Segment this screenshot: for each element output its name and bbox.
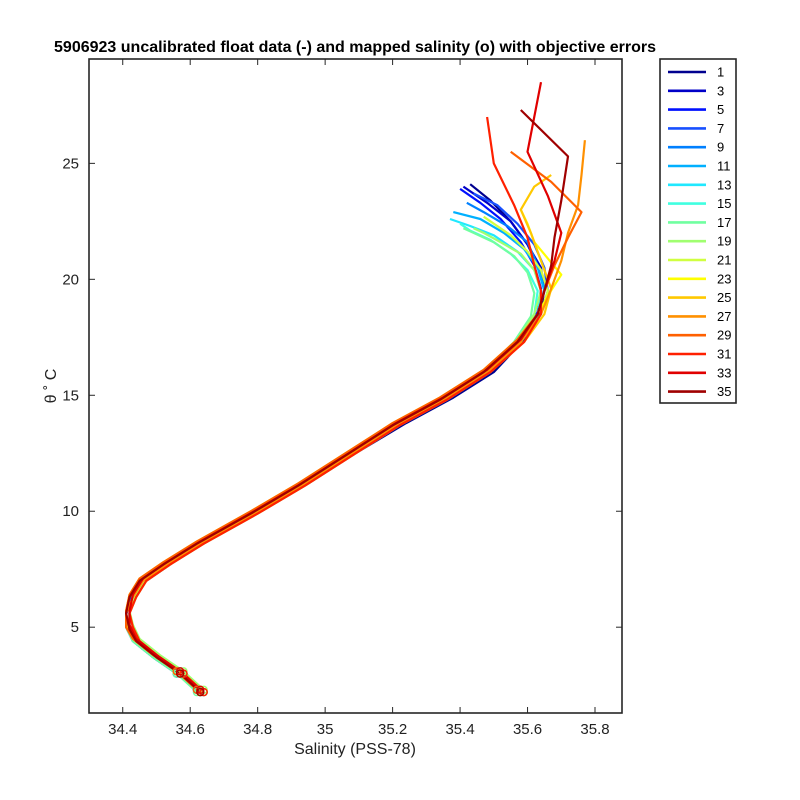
- legend-label-27: 27: [717, 309, 731, 324]
- marker-layer: [172, 667, 208, 697]
- x-tick-label: 35.4: [445, 721, 474, 738]
- x-tick-label: 34.6: [176, 721, 205, 738]
- legend-box: [659, 58, 737, 404]
- legend-label-21: 21: [717, 253, 731, 268]
- y-axis: 5 10 15 20 25: [62, 155, 622, 636]
- series-line-21: [128, 215, 549, 693]
- series-line-35: [124, 109, 570, 693]
- y-tick-label: 5: [71, 619, 79, 636]
- y-tick-label: 20: [62, 271, 79, 288]
- x-tick-label: 35.2: [378, 721, 407, 738]
- series-line-1: [124, 183, 546, 692]
- legend-label-25: 25: [717, 290, 731, 305]
- legend-label-11: 11: [717, 159, 731, 174]
- x-tick-label: 35: [317, 721, 334, 738]
- chart-title: 5906923 uncalibrated float data (-) and …: [54, 39, 656, 56]
- x-axis: 34.4 34.6 34.8 35 35.2 35.4 35.6 35.8: [108, 59, 610, 738]
- series-line-9: [128, 201, 546, 691]
- x-tick-label: 35.6: [513, 721, 542, 738]
- y-tick-label: 10: [62, 503, 79, 520]
- legend-label-5: 5: [717, 102, 724, 117]
- y-axis-label: θ ˚ C: [43, 369, 60, 404]
- series-line-13: [128, 217, 543, 693]
- legend-label-7: 7: [717, 121, 724, 136]
- legend-label-31: 31: [717, 347, 731, 362]
- series-line-29: [124, 150, 583, 691]
- series-line-7: [128, 192, 549, 693]
- series-line-23: [124, 209, 563, 691]
- legend-label-13: 13: [717, 177, 731, 192]
- series-layer: [124, 81, 586, 693]
- series-line-5: [124, 187, 543, 691]
- legend-label-3: 3: [717, 83, 724, 98]
- series-line-33: [128, 81, 563, 691]
- legend-label-33: 33: [717, 365, 731, 380]
- x-tick-label: 34.8: [243, 721, 272, 738]
- series-line-25: [128, 174, 553, 693]
- x-tick-label: 34.4: [108, 721, 137, 738]
- legend-label-19: 19: [717, 234, 731, 249]
- legend-label-15: 15: [717, 196, 731, 211]
- plot-frame: [88, 58, 623, 714]
- legend-label-1: 1: [717, 65, 724, 80]
- x-axis-label: Salinity (PSS-78): [294, 741, 416, 758]
- series-line-15: [128, 222, 539, 691]
- y-tick-label: 15: [62, 387, 79, 404]
- x-tick-label: 35.8: [580, 721, 609, 738]
- legend-label-35: 35: [717, 384, 731, 399]
- legend-label-17: 17: [717, 215, 731, 230]
- legend-label-9: 9: [717, 140, 724, 155]
- legend-label-29: 29: [717, 328, 731, 343]
- series-line-3: [124, 185, 546, 693]
- series-line-17: [124, 227, 536, 693]
- legend-label-23: 23: [717, 271, 731, 286]
- plot-area: [124, 81, 586, 697]
- mapped-salinity-marker: [175, 669, 185, 678]
- mapped-salinity-marker: [196, 687, 205, 697]
- series-line-11: [124, 211, 546, 693]
- y-tick-label: 25: [62, 155, 79, 172]
- series-line-31: [128, 116, 543, 693]
